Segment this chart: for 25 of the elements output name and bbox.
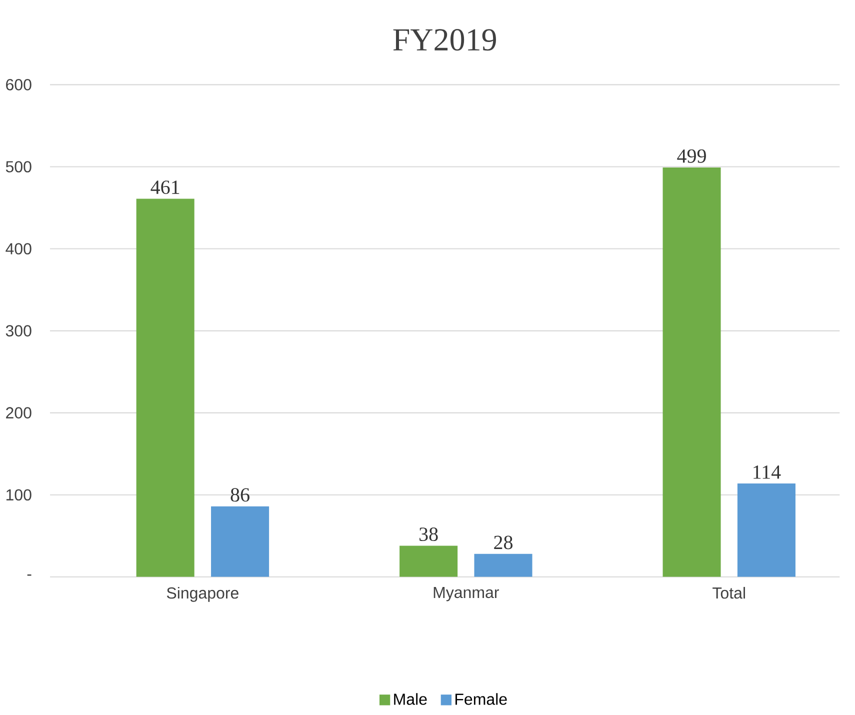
y-tick-label: 600 (6, 79, 32, 90)
data-label: 114 (754, 465, 781, 479)
bar (662, 168, 721, 577)
bar (211, 506, 270, 577)
y-tick-label: - (27, 574, 32, 576)
y-tick-label: 100 (6, 489, 32, 501)
data-label: 499 (677, 149, 706, 163)
data-label: 86 (230, 488, 250, 502)
y-tick-label: 500 (6, 161, 32, 172)
x-tick-label: Total (712, 586, 745, 599)
bar (136, 198, 194, 577)
bar (474, 554, 532, 577)
y-tick-label: 400 (6, 243, 32, 254)
data-label: 461 (150, 180, 180, 194)
bar (737, 483, 796, 577)
data-label: 38 (420, 528, 438, 542)
data-label: 28 (494, 536, 512, 550)
legend-label: Female (455, 693, 507, 705)
x-tick-label: Singapore (166, 586, 238, 602)
x-tick-label: Myanmar (434, 586, 499, 602)
y-tick-label: 200 (6, 407, 32, 419)
bar (400, 546, 458, 577)
legend-label: Male (394, 693, 427, 705)
chart-title: FY2019 (393, 29, 496, 51)
y-tick-label: 300 (6, 325, 32, 336)
